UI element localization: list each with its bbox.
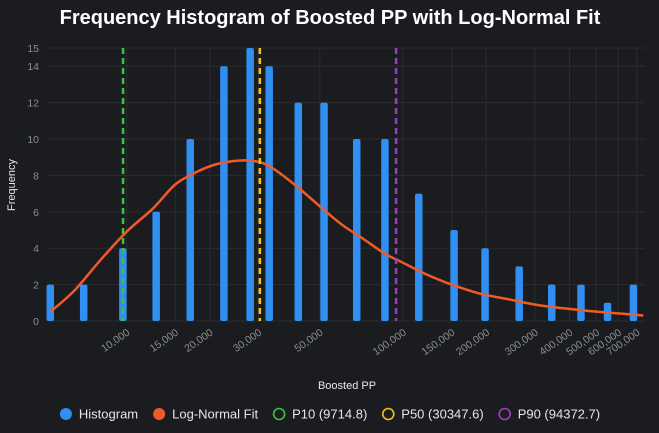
log-normal-fit [49, 159, 644, 317]
y-axis-title: Frequency [6, 159, 18, 211]
histogram-bar [186, 139, 194, 321]
y-tick-label: 12 [27, 98, 39, 110]
y-tick-label: 10 [27, 134, 39, 146]
legend-p10-label: P10 (9714.8) [292, 407, 367, 422]
legend-histogram-marker [59, 408, 72, 420]
histogram-bar [119, 248, 127, 321]
x-axis-ticks: 10,000 15,000 20,000 30,000 50,000 100,000 150… [99, 327, 643, 359]
y-tick-label: 2 [33, 280, 39, 292]
histogram-bars [46, 48, 638, 321]
histogram-bar [415, 193, 423, 321]
histogram-bar [450, 230, 458, 321]
y-tick-label: 4 [33, 243, 39, 255]
histogram-bar [515, 266, 523, 321]
x-tick-label: 100,000 [371, 327, 409, 359]
x-tick-label: 15,000 [148, 327, 181, 355]
x-tick-label: 150,000 [419, 327, 457, 359]
chart-title: Frequency Histogram of Boosted PP with L… [60, 7, 601, 29]
histogram-bar [577, 284, 585, 321]
histogram-bar [629, 284, 638, 321]
grid-lines [48, 47, 645, 322]
histogram-bar [481, 248, 489, 321]
legend-p90-label: P90 (94372.7) [518, 407, 600, 422]
legend: Histogram Log-Normal Fit P10 (9714.8) P50 (… [59, 407, 600, 422]
histogram-bar [294, 102, 303, 321]
x-tick-label: 50,000 [292, 327, 325, 355]
legend-p10-marker [272, 407, 286, 421]
histogram-bar [152, 211, 160, 321]
histogram-bar [320, 102, 328, 321]
histogram-bar [220, 66, 228, 321]
histogram-bar [246, 48, 254, 321]
log-normal-fit-line [49, 159, 644, 317]
x-tick-label: 20,000 [182, 327, 215, 355]
histogram-bar [381, 139, 389, 321]
legend-log-normal-fit-label: Log-Normal Fit [172, 407, 258, 422]
x-tick-label: 10,000 [99, 327, 132, 355]
legend-log-normal-fit-marker [153, 408, 166, 420]
histogram-bar [265, 66, 273, 321]
histogram-bar [547, 284, 556, 321]
x-tick-label: 300,000 [503, 327, 541, 359]
y-tick-label: 15 [27, 43, 39, 55]
legend-p90-marker [498, 407, 511, 421]
percentile-lines [121, 48, 398, 321]
y-tick-label: 8 [33, 170, 39, 182]
histogram-bar [79, 284, 88, 321]
legend-histogram-label: Histogram [79, 407, 138, 422]
y-axis-ticks: 0 2 4 6 8 10 12 14 15 [27, 43, 39, 328]
histogram-bar [352, 139, 361, 321]
y-tick-label: 14 [27, 61, 39, 73]
legend-p50-marker [381, 407, 395, 421]
y-tick-label: 6 [33, 207, 39, 219]
y-tick-label: 0 [33, 316, 39, 328]
histogram-bar [46, 284, 55, 321]
legend-p50-label: P50 (30347.6) [401, 407, 483, 422]
x-tick-label: 30,000 [231, 327, 264, 355]
x-tick-label: 200,000 [454, 327, 492, 359]
x-axis-title: Boosted PP [318, 380, 376, 392]
